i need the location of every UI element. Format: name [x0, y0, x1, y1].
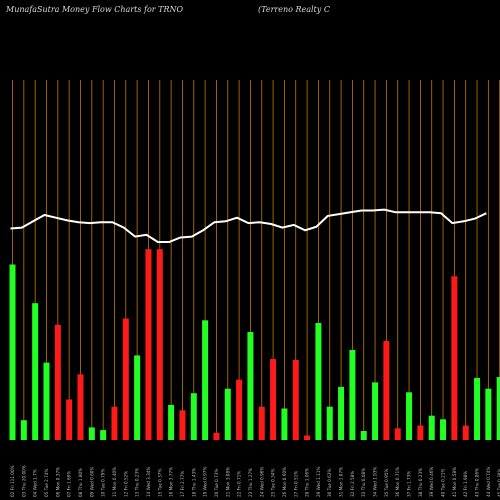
money-flow-bar — [202, 320, 209, 440]
money-flow-bar — [428, 415, 435, 440]
money-flow-bar — [54, 324, 61, 440]
money-flow-bar — [168, 404, 175, 440]
x-tick-label: 23 Thu 1.27% — [248, 468, 253, 497]
x-tick-label: 28 Thu 1.06% — [305, 468, 310, 497]
x-tick-label: 27 Fri 0.51% — [293, 471, 298, 497]
money-flow-bar — [315, 323, 322, 440]
money-flow-bar — [304, 435, 311, 440]
x-tick-label: 09 Wed 0.60% — [89, 467, 94, 497]
x-tick-label: 34 Wed 1.93% — [373, 467, 378, 497]
money-flow-bar — [406, 392, 413, 440]
x-tick-label: 04 Wed 1.7% — [33, 469, 38, 497]
money-flow-bar — [77, 374, 84, 440]
money-flow-bar — [372, 382, 379, 440]
x-tick-label: 21 Mon 3.08% — [225, 467, 230, 497]
money-flow-bar — [394, 428, 401, 440]
x-tick-label: 36 Mon 0.71% — [395, 467, 400, 497]
money-flow-bar — [179, 410, 186, 440]
money-flow-bar — [258, 406, 265, 440]
money-flow-bar — [451, 276, 458, 440]
x-tick-label: 07 Fri 1.66% — [67, 471, 72, 497]
money-flow-bar — [156, 249, 163, 440]
x-tick-label: 45 Tue 0.38% — [497, 469, 500, 497]
x-tick-label: 08 Thu 1.80% — [78, 468, 83, 497]
x-tick-label: 12 Fri 0.52% — [123, 471, 128, 497]
x-tick-label: 40 Tue 0.21% — [441, 469, 446, 497]
x-tick-label: 29 Wed 1.11% — [316, 467, 321, 497]
money-flow-bar — [100, 430, 107, 440]
money-flow-bar — [360, 431, 367, 440]
money-flow-bar — [326, 406, 333, 440]
money-flow-bar — [349, 350, 356, 440]
x-tick-label: 19 Wed 0.97% — [203, 467, 208, 497]
money-flow-bar — [111, 406, 118, 440]
money-flow-bar — [88, 427, 95, 440]
money-flow-bar — [134, 355, 141, 440]
x-tick-label: 06 Mon 0.37% — [55, 467, 60, 497]
money-flow-bar — [66, 399, 73, 440]
money-flow-bar — [43, 362, 50, 440]
x-tick-label: 37 Fri 1.73% — [407, 471, 412, 497]
x-tick-label: 38 Thu 0.23% — [418, 468, 423, 497]
x-tick-label: 26 Mon 0.60% — [282, 467, 287, 497]
money-flow-bar — [270, 359, 277, 440]
x-tick-label: 22 Fri 0.71% — [237, 471, 242, 497]
price-line — [10, 208, 487, 243]
x-tick-label: 16 Mon 3.77% — [169, 467, 174, 497]
money-flow-bar — [281, 408, 288, 440]
x-tick-label: 33 Thu 0.08% — [361, 468, 366, 497]
x-tick-label: 32 Fri 2.58% — [350, 471, 355, 497]
money-flow-bar — [145, 249, 152, 440]
money-flow-bar — [383, 341, 390, 440]
x-tick-label: 10 Tue 0.79% — [101, 469, 106, 497]
x-tick-label: 11 Mon 0.40% — [112, 467, 117, 497]
x-tick-label: 05 Tue 2.74% — [44, 469, 49, 497]
money-flow-bar — [247, 332, 254, 440]
money-flow-bar — [485, 388, 492, 440]
money-flow-bar — [338, 386, 345, 440]
money-flow-bar — [122, 318, 129, 440]
money-flow-bar — [236, 379, 243, 440]
money-flow-bar — [440, 419, 447, 440]
money-flow-bar — [20, 420, 27, 440]
money-flow-bar — [462, 425, 469, 440]
money-flow-bar — [224, 388, 231, 440]
x-tick-label: 13 Thu 0.23% — [135, 468, 140, 497]
x-tick-label: 42 Fri 1.98% — [463, 471, 468, 497]
x-tick-label: 17 Fri 2.77% — [180, 471, 185, 497]
x-tick-label: 15 Tue 0.37% — [157, 469, 162, 497]
x-tick-label: 35 Tue 0.95% — [384, 469, 389, 497]
money-flow-bar — [417, 425, 424, 440]
x-tick-label: 44 Wed 0.74% — [486, 467, 491, 497]
x-tick-label: 24 Wed 0.96% — [259, 467, 264, 497]
x-tick-label: 25 Tue 0.34% — [271, 469, 276, 497]
money-flow-bar — [474, 377, 481, 440]
x-tick-label: 03 Thu 20.00% — [21, 465, 26, 497]
company-name: (Terreno Realty C — [258, 5, 330, 14]
money-flow-bar — [213, 432, 220, 440]
x-tick-label: 20 Tue 0.73% — [214, 469, 219, 497]
x-tick-label: 18 Thu 1.43% — [191, 468, 196, 497]
x-tick-label: 41 Mon 0.58% — [452, 467, 457, 497]
x-tick-label: 02 Fri 111.00% — [10, 465, 15, 497]
money-flow-bar — [496, 377, 500, 440]
money-flow-bar — [190, 393, 197, 440]
money-flow-bar — [32, 303, 39, 440]
x-tick-label: 31 Mon 1.07% — [339, 467, 344, 497]
x-tick-label: 30 Tue 0.63% — [327, 469, 332, 497]
x-tick-label: 43 Thu 0.86% — [475, 468, 480, 497]
x-tick-label: 39 Wed 0.46% — [429, 467, 434, 497]
money-flow-bar — [292, 359, 299, 440]
money-flow-bar — [9, 264, 16, 440]
chart-title: MunafaSutra Money Flow Charts for TRNO — [6, 5, 184, 14]
x-tick-label: 14 Wed 3.34% — [146, 467, 151, 497]
